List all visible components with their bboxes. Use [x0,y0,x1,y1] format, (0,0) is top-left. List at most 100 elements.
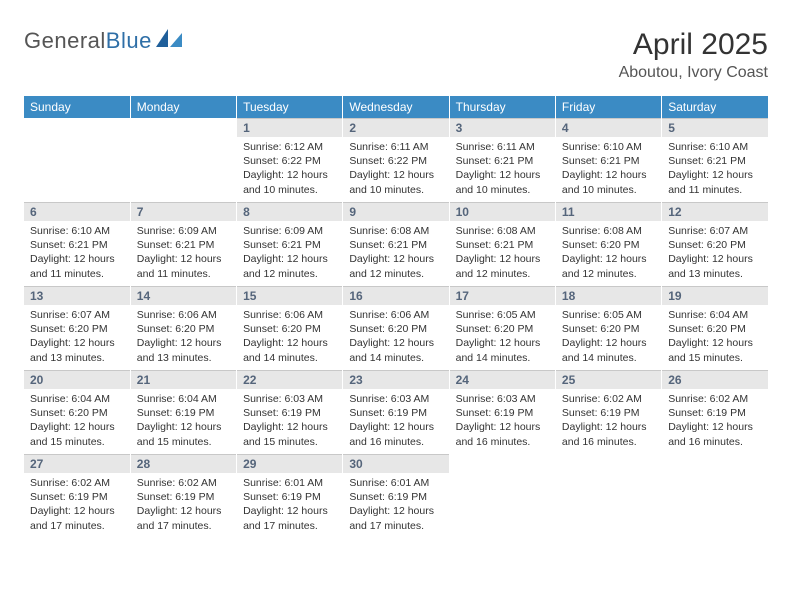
weekday-header: Wednesday [343,96,449,118]
logo-text-blue: Blue [106,28,152,53]
day-content: Sunrise: 6:02 AMSunset: 6:19 PMDaylight:… [131,473,236,537]
calendar-day-cell: 15Sunrise: 6:06 AMSunset: 6:20 PMDayligh… [237,286,343,370]
sunset-text: Sunset: 6:20 PM [349,322,442,336]
calendar-day-cell: 6Sunrise: 6:10 AMSunset: 6:21 PMDaylight… [24,202,130,286]
sunset-text: Sunset: 6:19 PM [137,490,230,504]
calendar-header-row: SundayMondayTuesdayWednesdayThursdayFrid… [24,96,768,118]
sunset-text: Sunset: 6:21 PM [30,238,124,252]
day-content: Sunrise: 6:06 AMSunset: 6:20 PMDaylight:… [237,305,342,369]
daylight-text: Daylight: 12 hours and 11 minutes. [30,252,124,280]
calendar-day-cell [449,454,555,538]
sunrise-text: Sunrise: 6:02 AM [668,392,762,406]
daylight-text: Daylight: 12 hours and 17 minutes. [137,504,230,532]
sunset-text: Sunset: 6:20 PM [456,322,549,336]
day-number: 26 [662,370,768,389]
day-content: Sunrise: 6:11 AMSunset: 6:21 PMDaylight:… [450,137,555,201]
sunset-text: Sunset: 6:21 PM [243,238,336,252]
daylight-text: Daylight: 12 hours and 13 minutes. [137,336,230,364]
calendar-day-cell: 25Sunrise: 6:02 AMSunset: 6:19 PMDayligh… [555,370,661,454]
day-number: 27 [24,454,130,473]
sunset-text: Sunset: 6:19 PM [30,490,124,504]
sunset-text: Sunset: 6:20 PM [668,322,762,336]
calendar-day-cell: 16Sunrise: 6:06 AMSunset: 6:20 PMDayligh… [343,286,449,370]
sunrise-text: Sunrise: 6:03 AM [456,392,549,406]
weekday-header: Sunday [24,96,130,118]
daylight-text: Daylight: 12 hours and 15 minutes. [137,420,230,448]
day-number: 22 [237,370,342,389]
calendar-week-row: 13Sunrise: 6:07 AMSunset: 6:20 PMDayligh… [24,286,768,370]
daylight-text: Daylight: 12 hours and 14 minutes. [456,336,549,364]
logo: GeneralBlue [24,28,182,54]
daylight-text: Daylight: 12 hours and 17 minutes. [30,504,124,532]
daylight-text: Daylight: 12 hours and 10 minutes. [243,168,336,196]
sunrise-text: Sunrise: 6:06 AM [349,308,442,322]
calendar-day-cell: 2Sunrise: 6:11 AMSunset: 6:22 PMDaylight… [343,118,449,202]
day-number: 3 [450,118,555,137]
day-content: Sunrise: 6:03 AMSunset: 6:19 PMDaylight:… [237,389,342,453]
sunrise-text: Sunrise: 6:10 AM [562,140,655,154]
day-content: Sunrise: 6:06 AMSunset: 6:20 PMDaylight:… [343,305,448,369]
calendar-body: 1Sunrise: 6:12 AMSunset: 6:22 PMDaylight… [24,118,768,538]
weekday-header: Tuesday [237,96,343,118]
calendar-day-cell: 9Sunrise: 6:08 AMSunset: 6:21 PMDaylight… [343,202,449,286]
day-number: 11 [556,202,661,221]
sunset-text: Sunset: 6:21 PM [668,154,762,168]
calendar-day-cell: 20Sunrise: 6:04 AMSunset: 6:20 PMDayligh… [24,370,130,454]
sunset-text: Sunset: 6:20 PM [668,238,762,252]
sunset-text: Sunset: 6:19 PM [456,406,549,420]
day-number: 5 [662,118,768,137]
calendar-day-cell: 29Sunrise: 6:01 AMSunset: 6:19 PMDayligh… [237,454,343,538]
sunset-text: Sunset: 6:22 PM [243,154,336,168]
calendar-day-cell: 1Sunrise: 6:12 AMSunset: 6:22 PMDaylight… [237,118,343,202]
day-number: 1 [237,118,342,137]
calendar-week-row: 27Sunrise: 6:02 AMSunset: 6:19 PMDayligh… [24,454,768,538]
sunrise-text: Sunrise: 6:06 AM [243,308,336,322]
day-number: 24 [450,370,555,389]
day-number: 7 [131,202,236,221]
calendar-day-cell [555,454,661,538]
day-content: Sunrise: 6:09 AMSunset: 6:21 PMDaylight:… [131,221,236,285]
daylight-text: Daylight: 12 hours and 16 minutes. [456,420,549,448]
day-content: Sunrise: 6:05 AMSunset: 6:20 PMDaylight:… [556,305,661,369]
logo-text: GeneralBlue [24,28,152,54]
daylight-text: Daylight: 12 hours and 11 minutes. [668,168,762,196]
daylight-text: Daylight: 12 hours and 12 minutes. [562,252,655,280]
sunset-text: Sunset: 6:20 PM [30,406,124,420]
sunset-text: Sunset: 6:21 PM [137,238,230,252]
daylight-text: Daylight: 12 hours and 15 minutes. [668,336,762,364]
daylight-text: Daylight: 12 hours and 13 minutes. [30,336,124,364]
weekday-header: Friday [555,96,661,118]
sunrise-text: Sunrise: 6:05 AM [456,308,549,322]
calendar-day-cell: 13Sunrise: 6:07 AMSunset: 6:20 PMDayligh… [24,286,130,370]
calendar-day-cell: 30Sunrise: 6:01 AMSunset: 6:19 PMDayligh… [343,454,449,538]
sunset-text: Sunset: 6:19 PM [137,406,230,420]
logo-text-grey: General [24,28,106,53]
day-number: 6 [24,202,130,221]
sunset-text: Sunset: 6:19 PM [243,490,336,504]
day-content: Sunrise: 6:02 AMSunset: 6:19 PMDaylight:… [556,389,661,453]
calendar-day-cell: 28Sunrise: 6:02 AMSunset: 6:19 PMDayligh… [130,454,236,538]
calendar-day-cell: 21Sunrise: 6:04 AMSunset: 6:19 PMDayligh… [130,370,236,454]
day-number: 12 [662,202,768,221]
sunrise-text: Sunrise: 6:09 AM [137,224,230,238]
day-number: 21 [131,370,236,389]
calendar-week-row: 20Sunrise: 6:04 AMSunset: 6:20 PMDayligh… [24,370,768,454]
calendar-day-cell: 23Sunrise: 6:03 AMSunset: 6:19 PMDayligh… [343,370,449,454]
sunrise-text: Sunrise: 6:08 AM [562,224,655,238]
daylight-text: Daylight: 12 hours and 17 minutes. [243,504,336,532]
header: GeneralBlue April 2025 Aboutou, Ivory Co… [24,28,768,82]
sunset-text: Sunset: 6:21 PM [456,238,549,252]
sunset-text: Sunset: 6:20 PM [137,322,230,336]
day-number: 4 [556,118,661,137]
day-number: 17 [450,286,555,305]
day-number: 25 [556,370,661,389]
day-number: 18 [556,286,661,305]
sunset-text: Sunset: 6:20 PM [30,322,124,336]
day-content: Sunrise: 6:03 AMSunset: 6:19 PMDaylight:… [450,389,555,453]
day-number: 10 [450,202,555,221]
calendar-week-row: 1Sunrise: 6:12 AMSunset: 6:22 PMDaylight… [24,118,768,202]
day-number: 14 [131,286,236,305]
day-number: 23 [343,370,448,389]
daylight-text: Daylight: 12 hours and 15 minutes. [30,420,124,448]
day-content: Sunrise: 6:06 AMSunset: 6:20 PMDaylight:… [131,305,236,369]
